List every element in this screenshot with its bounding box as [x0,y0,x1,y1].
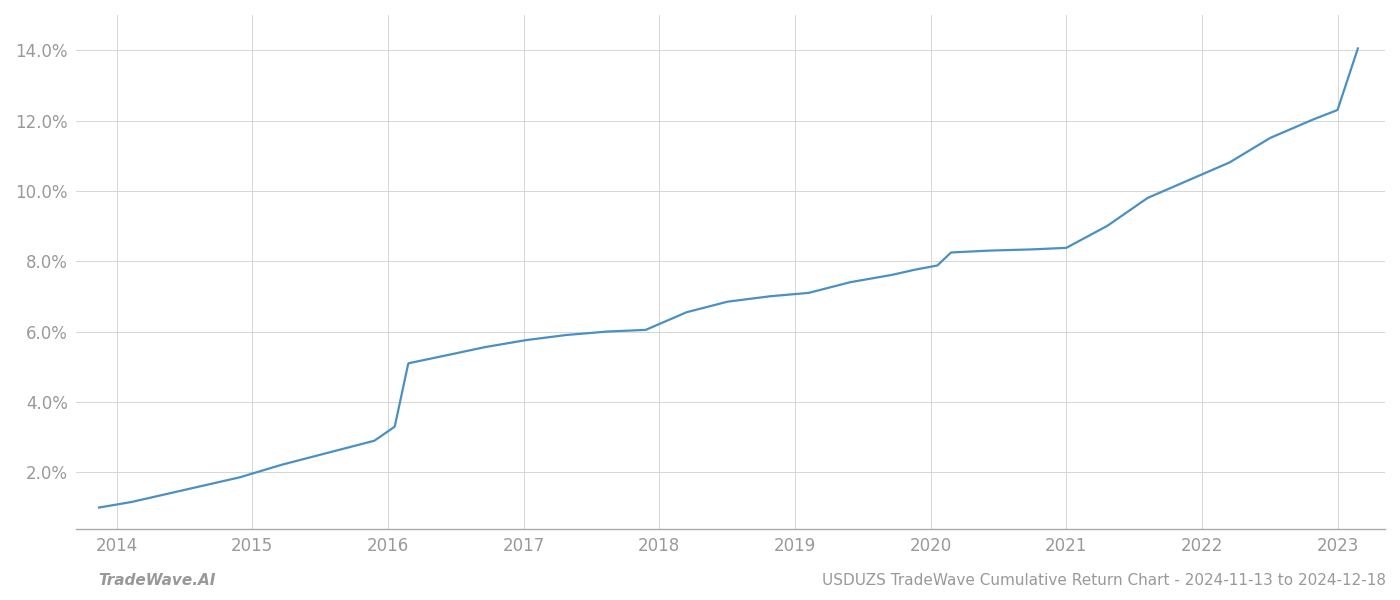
Text: USDUZS TradeWave Cumulative Return Chart - 2024-11-13 to 2024-12-18: USDUZS TradeWave Cumulative Return Chart… [822,573,1386,588]
Text: TradeWave.AI: TradeWave.AI [98,573,216,588]
